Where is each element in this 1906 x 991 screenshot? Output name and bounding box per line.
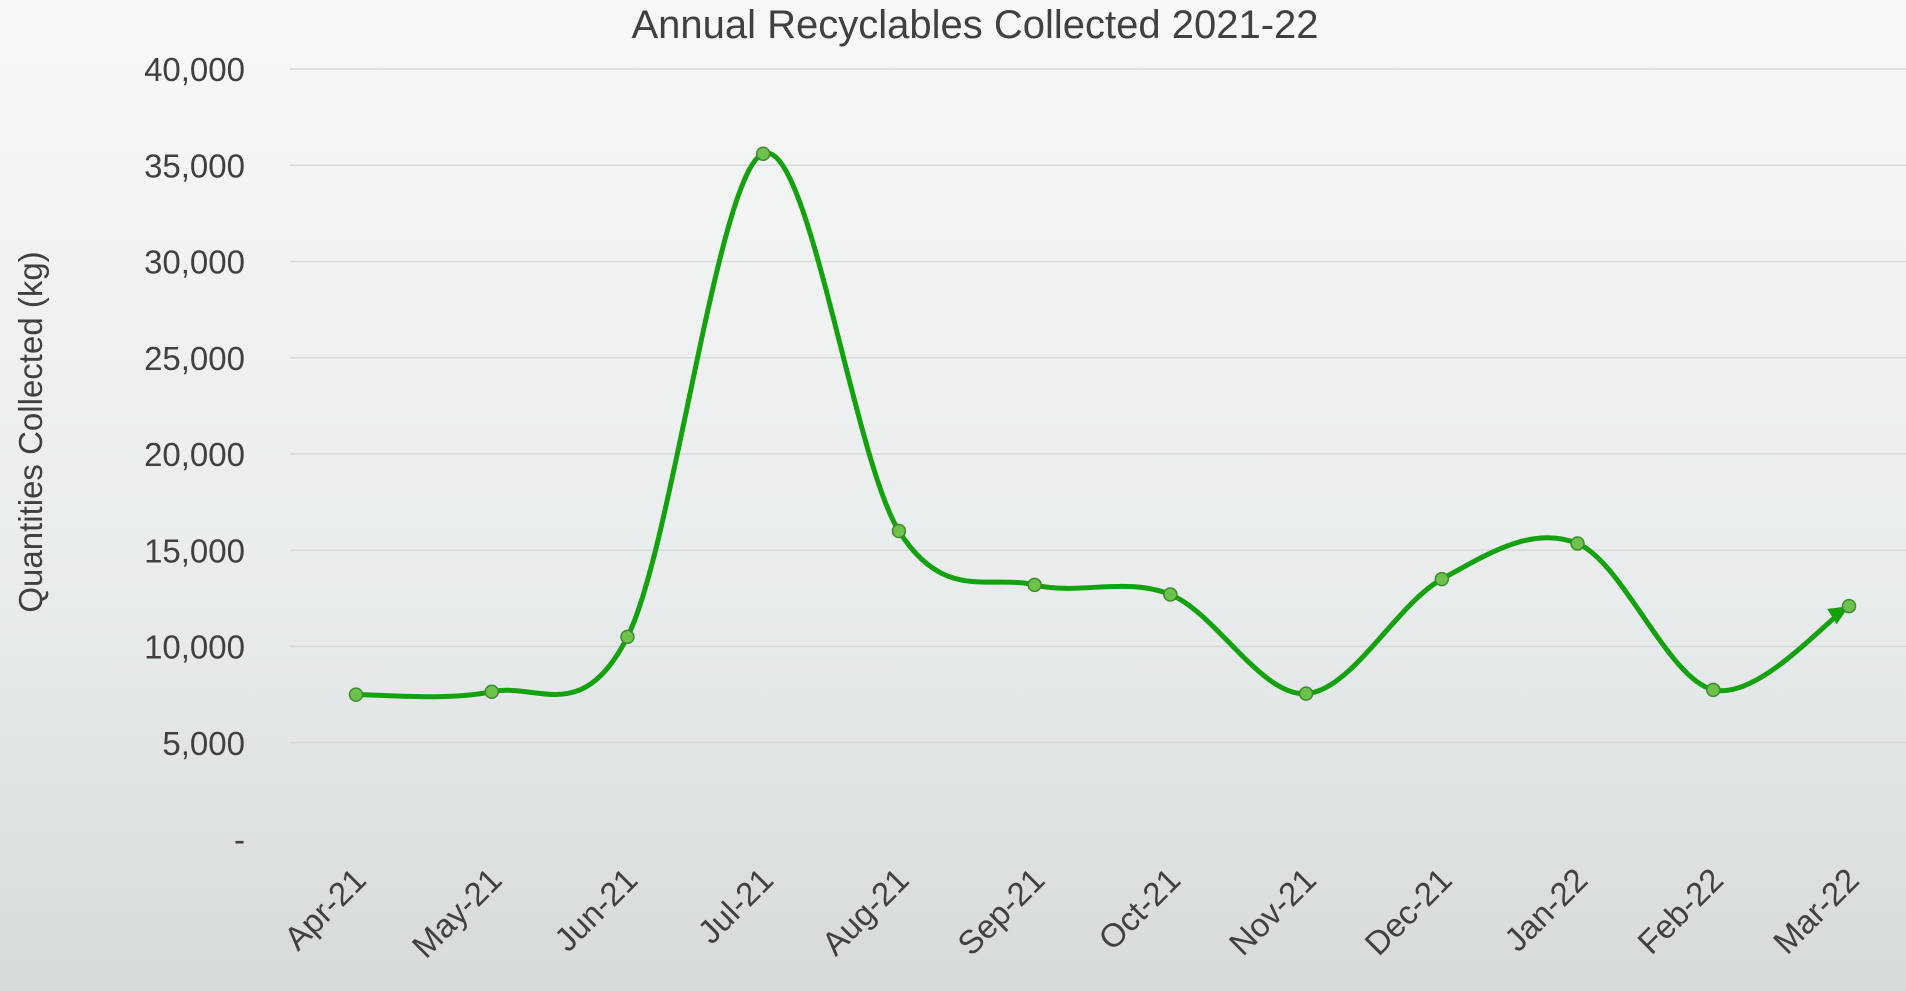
y-tick-label: 5,000 xyxy=(162,725,245,762)
data-point xyxy=(1027,577,1042,593)
y-tick-label: 40,000 xyxy=(144,51,245,88)
x-tick-label: Feb-22 xyxy=(1630,861,1730,961)
x-tick-label: Apr-21 xyxy=(277,861,373,957)
y-tick-label: 20,000 xyxy=(144,436,245,473)
data-point xyxy=(1570,536,1585,551)
series-line-path xyxy=(355,150,1851,700)
x-axis-ticks: Apr-21 May-21 Jun-21 Jul-21 Aug-21 Sep-21 Oct-… xyxy=(277,861,1866,965)
x-tick-label: Nov-21 xyxy=(1222,861,1323,962)
x-tick-label: Mar-22 xyxy=(1766,861,1866,961)
gridlines xyxy=(290,68,1906,744)
series-line xyxy=(355,150,1851,700)
y-axis-label: Quantities Collected (kg) xyxy=(12,251,49,612)
data-point xyxy=(348,687,364,702)
chart-title: Annual Recyclables Collected 2021-22 xyxy=(631,3,1318,47)
x-tick-label: May-21 xyxy=(405,861,509,965)
x-tick-label: Aug-21 xyxy=(814,861,915,962)
data-point xyxy=(1706,682,1721,698)
y-tick-label: 25,000 xyxy=(144,340,245,377)
x-tick-label: Jul-21 xyxy=(690,861,780,951)
data-point xyxy=(755,146,771,161)
data-point xyxy=(1298,686,1314,701)
data-points xyxy=(348,146,1857,702)
x-tick-label: Jan-22 xyxy=(1497,861,1595,959)
y-tick-label: 35,000 xyxy=(144,147,245,184)
data-point xyxy=(1163,587,1178,602)
data-point xyxy=(1434,571,1450,587)
data-point xyxy=(891,523,907,539)
data-point xyxy=(620,629,635,645)
data-point xyxy=(484,684,499,699)
x-tick-label: Sep-21 xyxy=(950,861,1051,962)
x-tick-label: Dec-21 xyxy=(1357,861,1458,962)
data-point xyxy=(1841,598,1857,614)
x-tick-label: Oct-21 xyxy=(1091,861,1187,957)
y-tick-label: - xyxy=(234,821,245,858)
y-axis-ticks: - 5,000 10,000 15,000 20,000 25,000 30,000 35,0… xyxy=(144,51,245,858)
y-tick-label: 30,000 xyxy=(144,244,245,281)
y-tick-label: 10,000 xyxy=(144,629,245,666)
x-tick-label: Jun-21 xyxy=(547,861,645,959)
y-tick-label: 15,000 xyxy=(144,532,245,569)
